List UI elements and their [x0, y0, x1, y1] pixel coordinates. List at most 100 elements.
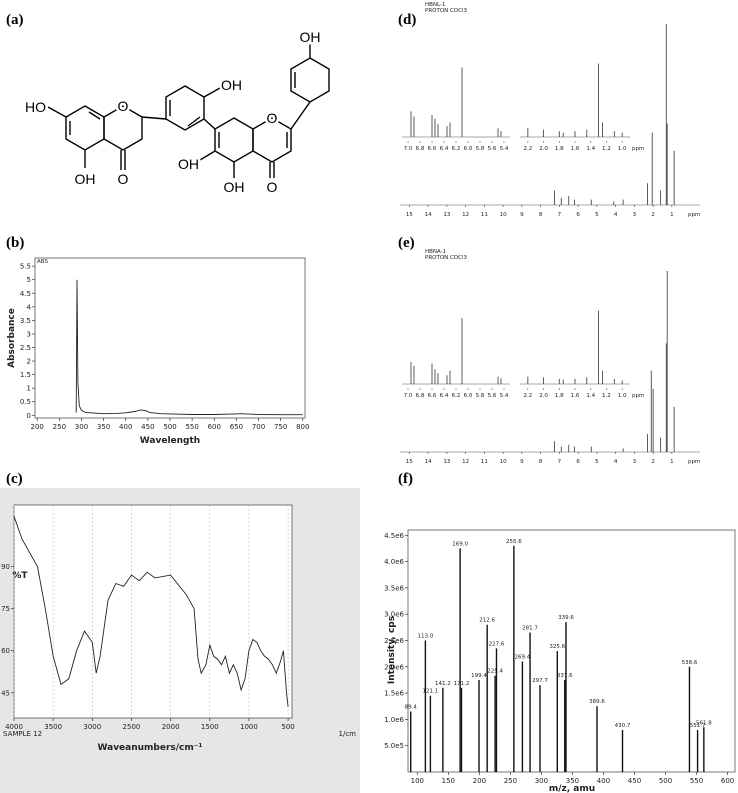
y-tick-label: 1.5e6	[384, 690, 404, 698]
inset-tick-label: 5.8	[476, 393, 485, 399]
x-tick-label: 1500	[201, 723, 219, 731]
peak-label: 169.0	[452, 541, 468, 547]
inset-tick-label: 6.2	[452, 146, 461, 152]
x-tick-label: 6	[576, 212, 580, 218]
plot-frame	[407, 529, 736, 773]
inset-tick-label: 2.2	[523, 393, 532, 399]
x-tick-label: 200	[31, 423, 44, 431]
x-tick-label: 13	[443, 212, 450, 218]
x-tick-label: 9	[520, 459, 524, 465]
x-tick-label: 350	[566, 777, 579, 785]
y-tick-label: 3.0e6	[384, 611, 404, 619]
x-tick-label: 14	[425, 459, 432, 465]
peak-label: 255.6	[506, 539, 522, 545]
peak-label: 325.6	[549, 644, 565, 650]
x-tick-label: 3	[633, 212, 637, 218]
y-tick-label: 1	[27, 385, 31, 393]
inset-tick-label: 1.8	[555, 393, 564, 399]
x-tick-label: 1	[670, 212, 674, 218]
y-tick-label: 0	[27, 412, 31, 420]
x-tick-label: 9	[520, 212, 524, 218]
x-tick-label: 12	[462, 459, 469, 465]
x-tick-label: 750	[274, 423, 287, 431]
x-tick-label: 11	[481, 212, 488, 218]
peak-label: 430.7	[615, 723, 631, 729]
x-tick-label: 550	[690, 777, 703, 785]
y-tick-label: 60	[1, 647, 10, 655]
x-tick-label: 10	[500, 459, 507, 465]
atom-label: O	[118, 171, 129, 187]
peak-label: 561.8	[696, 720, 712, 726]
y-tick-label: 2.5e6	[384, 637, 404, 645]
x-tick-label: 500	[163, 423, 176, 431]
x-tick-label: 2500	[123, 723, 141, 731]
inset-tick-label: 6.6	[428, 393, 437, 399]
inset-tick-label: 1.6	[571, 393, 580, 399]
inset-tick-label: 1.0	[618, 393, 627, 399]
x-unit-label: 1/cm	[339, 730, 357, 738]
y-tick-label: 5	[27, 276, 31, 284]
panel-label: (f)	[398, 471, 413, 487]
x-tick-label: 15	[406, 459, 413, 465]
plot-frame	[13, 504, 293, 719]
y-axis-label: Absorbance	[7, 308, 17, 368]
inset-tick-label: 6.8	[416, 146, 425, 152]
peak-label: 199.4	[471, 673, 487, 679]
ring	[290, 57, 330, 103]
ring	[165, 85, 205, 131]
x-tick-label: 10	[500, 212, 507, 218]
x-tick-label: 800	[296, 423, 309, 431]
inset-tick-label: 5.8	[476, 146, 485, 152]
x-tick-label: 250	[53, 423, 66, 431]
inset-tick-label: 6.0	[464, 146, 473, 152]
spectrum-header: HBNA-1	[425, 249, 446, 255]
peak-label: 297.7	[532, 678, 548, 684]
x-tick-label: 600	[721, 777, 734, 785]
x-tick-label: 700	[252, 423, 265, 431]
bond	[203, 118, 216, 130]
x-tick-label: 2	[651, 212, 655, 218]
atom-label: OH	[300, 29, 321, 45]
peak-label: 339.6	[558, 615, 574, 621]
inset-tick-label: 6.6	[428, 146, 437, 152]
atom-label: OH	[178, 156, 199, 172]
x-tick-label: 15	[406, 212, 413, 218]
peak-label: 269.4	[515, 655, 531, 661]
x-tick-label: 300	[535, 777, 548, 785]
x-tick-label: 600	[208, 423, 221, 431]
x-tick-label: 300	[75, 423, 88, 431]
x-tick-label: 100	[411, 777, 424, 785]
inset-tick-label: 1.8	[555, 146, 564, 152]
y-tick-label: 0.5	[20, 398, 31, 406]
peak-label: 538.6	[682, 660, 698, 666]
peak-label: 141.2	[435, 681, 451, 687]
y-tick-label: 1.5	[20, 371, 31, 379]
y-tick-label: 4	[27, 303, 32, 311]
atom-label: OH	[75, 171, 96, 187]
x-tick-label: 11	[481, 459, 488, 465]
bond	[290, 101, 311, 130]
y-tick-label: 4.5e6	[384, 532, 404, 540]
atom-label: OH	[224, 179, 245, 195]
x-tick-label: 400	[597, 777, 610, 785]
bond	[47, 106, 67, 118]
x-tick-label: 150	[442, 777, 455, 785]
x-tick-label: 2000	[162, 723, 180, 731]
peak-label: 121.1	[423, 689, 439, 695]
x-tick-label: 7	[558, 459, 562, 465]
inset-tick-label: 6.0	[464, 393, 473, 399]
peak-label: 171.2	[454, 681, 470, 687]
x-unit-label: ppm	[688, 459, 700, 465]
double-bond	[88, 111, 101, 120]
x-tick-label: 8	[539, 212, 543, 218]
peak-label: 227.6	[489, 641, 505, 647]
y-axis-label: Intensity, cps	[387, 616, 397, 684]
x-tick-label: 650	[230, 423, 243, 431]
y-tick-label: 3.5e6	[384, 584, 404, 592]
y-tick-label: 2.5	[20, 344, 31, 352]
spectrum-line	[75, 279, 303, 416]
chemical-structure: HO OH O O OH OH OH O O OH	[23, 27, 330, 198]
x-axis-label: Wavelength	[140, 436, 200, 446]
inset-tick-label: 1.6	[571, 146, 580, 152]
